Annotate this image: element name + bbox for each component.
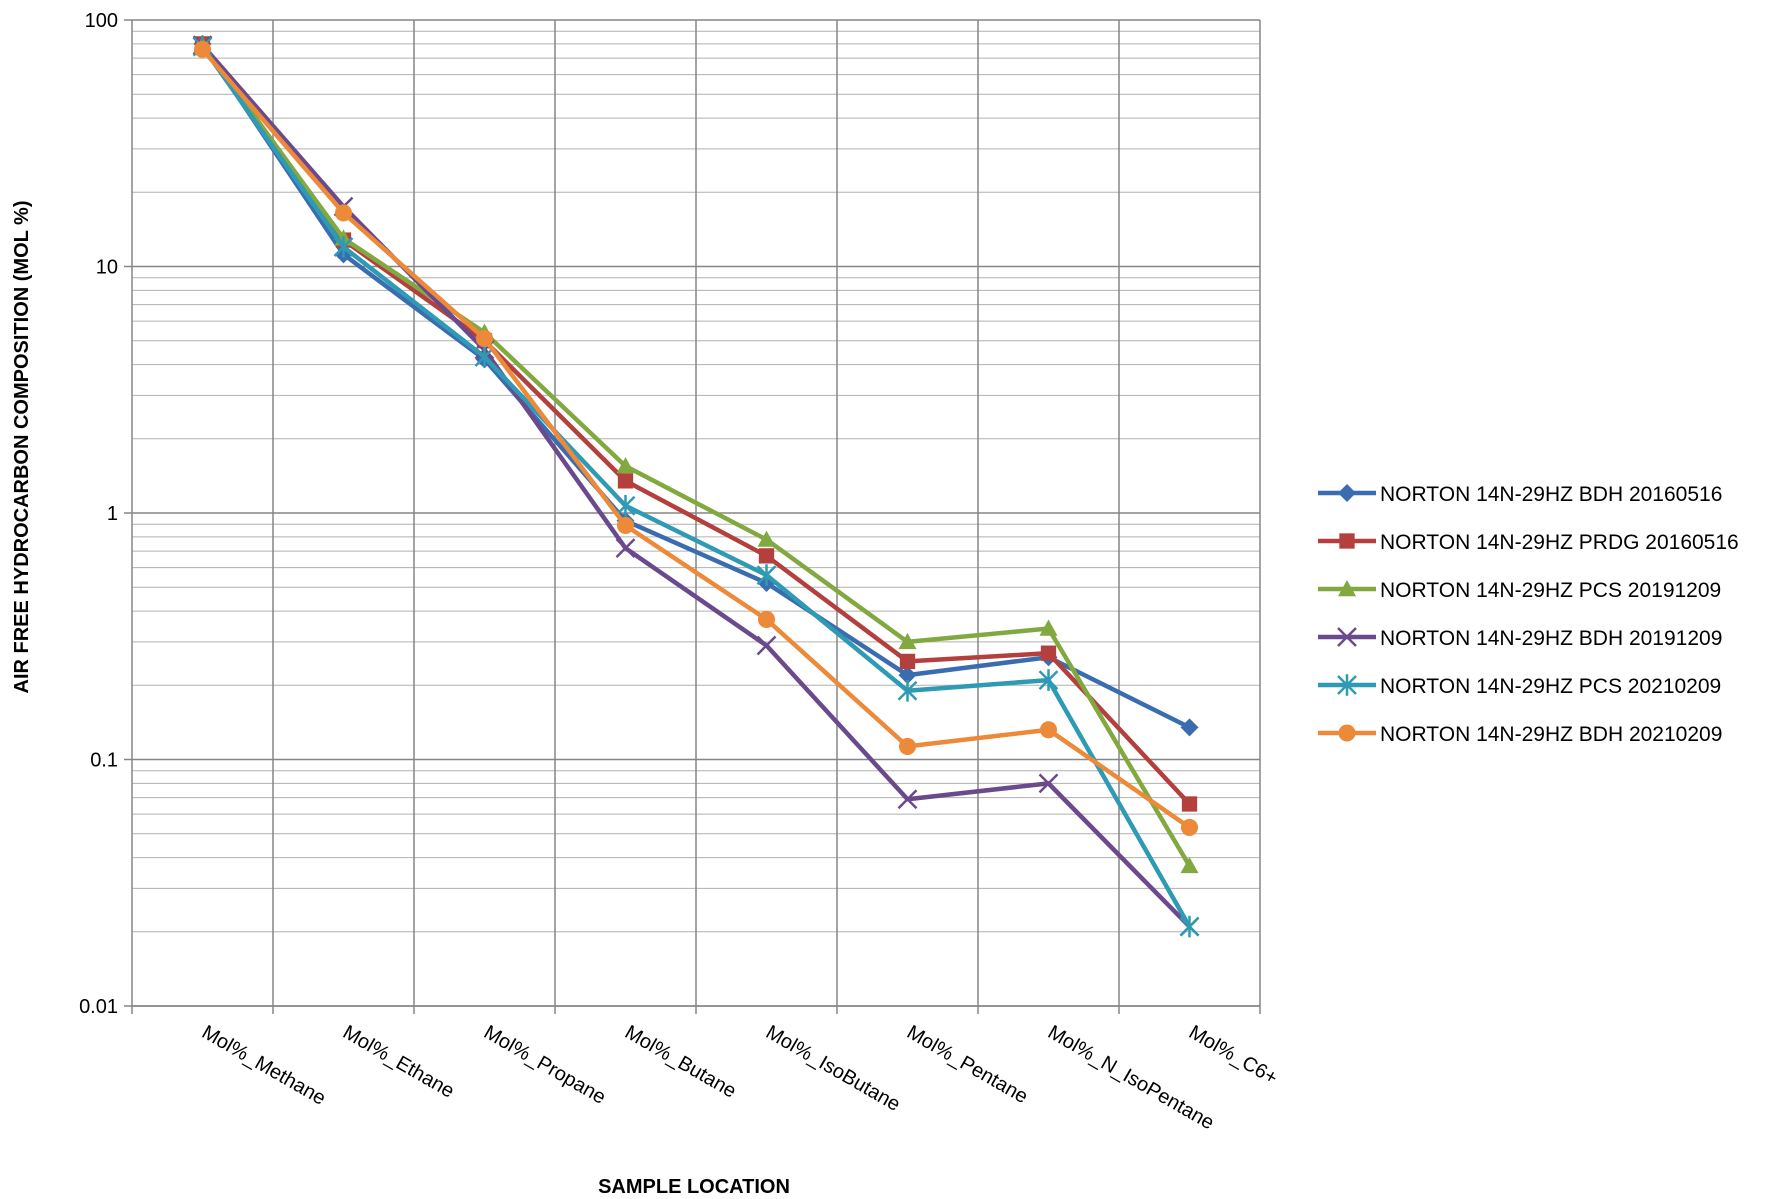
legend: NORTON 14N-29HZ BDH 20160516 NORTON 14N-2… <box>1318 483 1739 746</box>
y-tick-label: 100 <box>85 10 118 32</box>
data-point <box>615 494 636 517</box>
x-tick-label: Mol%_Pentane <box>903 1021 1031 1108</box>
data-point <box>1180 818 1199 837</box>
data-point <box>615 538 636 559</box>
axes: 0.01 0.1 1 10 100 Mol%_Methane Mol%_Ethane Mol%… <box>79 10 1281 1134</box>
data-point <box>1338 580 1356 597</box>
data-point <box>1038 773 1059 794</box>
legend-entry: NORTON 14N-29HZ PCS 20210209 <box>1318 674 1721 698</box>
series-line <box>200 47 1191 830</box>
data-point <box>333 236 354 258</box>
x-tick-label: Mol%_Methane <box>198 1021 329 1110</box>
data-point <box>1179 915 1200 938</box>
data-point <box>1180 718 1199 737</box>
data-point <box>1181 796 1198 812</box>
x-tick-label: Mol%_Propane <box>480 1021 609 1108</box>
x-tick-label: Mol%_IsoButane <box>762 1021 904 1116</box>
series-6 <box>193 40 1199 837</box>
x-axis-title: SAMPLE LOCATION <box>598 1176 790 1198</box>
series-line <box>200 45 1192 928</box>
data-point <box>616 457 635 474</box>
data-point <box>897 679 918 702</box>
series-line <box>200 43 1192 868</box>
data-point <box>899 653 916 670</box>
data-point <box>1338 484 1356 502</box>
data-point <box>1339 533 1355 549</box>
data-point <box>475 330 494 348</box>
grid <box>132 19 1261 1007</box>
data-point <box>334 204 353 222</box>
data-point <box>756 635 777 656</box>
data-point <box>617 473 634 489</box>
series-line <box>200 43 1192 929</box>
y-tick-label: 0.1 <box>90 750 118 772</box>
series-layer <box>192 34 1200 938</box>
legend-entry: NORTON 14N-29HZ PCS 20191209 <box>1318 579 1721 602</box>
data-point <box>474 346 495 368</box>
x-tick-label: Mol%_Butane <box>621 1021 740 1102</box>
data-point <box>898 737 917 755</box>
legend-label: NORTON 14N-29HZ PRDG 20160516 <box>1380 531 1739 554</box>
y-tick-label: 0.01 <box>79 996 118 1018</box>
legend-entry: NORTON 14N-29HZ BDH 20160516 <box>1318 483 1722 506</box>
x-tick-label: Mol%_Ethane <box>339 1021 458 1102</box>
data-point <box>1039 619 1058 636</box>
legend-label: NORTON 14N-29HZ PCS 20191209 <box>1380 579 1721 602</box>
y-tick-label: 10 <box>96 257 118 279</box>
data-point <box>756 564 777 586</box>
legend-entry: NORTON 14N-29HZ BDH 20191209 <box>1318 627 1722 650</box>
data-point <box>1039 721 1058 739</box>
x-tick-label: Mol%_C6+ <box>1185 1021 1281 1089</box>
data-point <box>1038 669 1059 691</box>
data-point <box>898 666 917 685</box>
legend-label: NORTON 14N-29HZ BDH 20191209 <box>1380 627 1722 650</box>
data-point <box>193 40 212 58</box>
data-point <box>616 516 635 535</box>
data-point <box>1337 674 1357 696</box>
data-point <box>1337 627 1357 647</box>
legend-entry: NORTON 14N-29HZ PRDG 20160516 <box>1318 531 1739 554</box>
data-point <box>1040 645 1057 661</box>
data-point <box>898 632 917 650</box>
data-point <box>758 548 775 564</box>
data-point <box>757 530 776 547</box>
data-point <box>757 610 776 628</box>
data-point <box>897 789 918 810</box>
legend-label: NORTON 14N-29HZ PCS 20210209 <box>1380 675 1721 698</box>
legend-entry: NORTON 14N-29HZ BDH 20210209 <box>1318 723 1722 746</box>
legend-label: NORTON 14N-29HZ BDH 20210209 <box>1380 723 1722 746</box>
series-line <box>200 42 1191 730</box>
data-point <box>1180 856 1199 874</box>
legend-label: NORTON 14N-29HZ BDH 20160516 <box>1380 483 1722 506</box>
y-axis-title: AIR FREE HYDROCARBON COMPOSITION (MOL %) <box>11 201 33 694</box>
data-point <box>1338 724 1356 742</box>
series-line <box>200 42 1192 806</box>
y-tick-label: 1 <box>107 503 118 525</box>
